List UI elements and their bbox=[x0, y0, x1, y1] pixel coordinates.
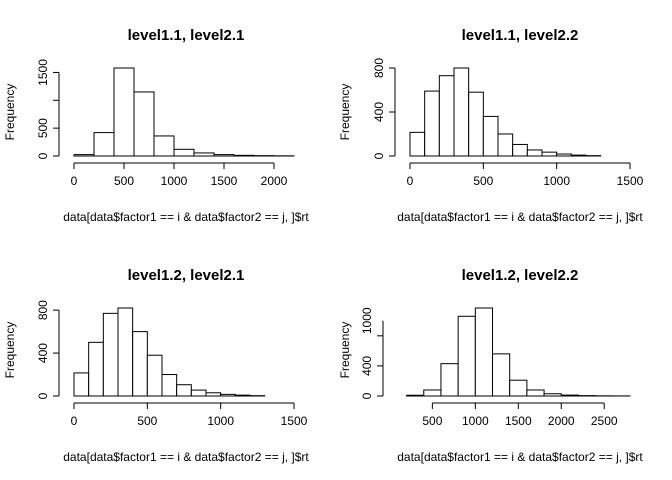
histogram-bar bbox=[205, 392, 222, 397]
y-tick-label: 500 bbox=[36, 118, 50, 138]
histogram-bar bbox=[73, 372, 90, 397]
histogram-bar bbox=[457, 315, 476, 397]
x-tick-label: 1000 bbox=[207, 414, 234, 428]
x-axis-label: data[data$factor1 == i & data$factor2 ==… bbox=[397, 450, 643, 464]
panel-title: level1.2, level2.2 bbox=[462, 267, 579, 284]
y-tick-label: 800 bbox=[372, 58, 386, 78]
histogram-bar bbox=[133, 91, 155, 157]
histogram-bar bbox=[213, 154, 235, 157]
x-axis-label: data[data$factor1 == i & data$factor2 ==… bbox=[63, 450, 309, 464]
histogram-bar bbox=[88, 341, 104, 397]
histogram-bar bbox=[406, 394, 425, 397]
histogram-bar bbox=[173, 148, 195, 157]
x-tick-label: 0 bbox=[71, 174, 78, 188]
histogram-bar bbox=[526, 149, 543, 157]
histogram-bar bbox=[146, 354, 163, 397]
histogram-bar bbox=[556, 153, 572, 157]
histogram-bar bbox=[409, 131, 426, 157]
x-tick-label: 0 bbox=[407, 174, 414, 188]
histogram-bar bbox=[543, 393, 562, 397]
x-axis-label: data[data$factor1 == i & data$factor2 ==… bbox=[397, 210, 643, 224]
histogram-bar bbox=[570, 154, 587, 157]
histogram-bar bbox=[73, 154, 95, 157]
histogram-panel-3: level1.2, level2.1 0 500 1000 1500 0 400 800 dat… bbox=[3, 267, 309, 464]
histogram-bar bbox=[440, 363, 459, 397]
x-tick-label: 500 bbox=[422, 414, 442, 428]
x-tick-label: 500 bbox=[137, 414, 157, 428]
y-axis-label: Frequency bbox=[338, 322, 352, 379]
histogram-bar bbox=[153, 135, 175, 157]
histogram-bar bbox=[468, 91, 484, 157]
panel-title: level1.1, level2.1 bbox=[128, 27, 245, 44]
histogram-bar bbox=[117, 307, 134, 397]
histogram-bar bbox=[560, 394, 579, 397]
histogram-bar bbox=[176, 384, 192, 397]
x-tick-label: 500 bbox=[114, 174, 134, 188]
x-tick-label: 2000 bbox=[548, 414, 575, 428]
histogram-bar bbox=[193, 152, 215, 157]
x-tick-label: 1000 bbox=[543, 174, 570, 188]
panel-title: level1.1, level2.2 bbox=[462, 27, 579, 44]
y-tick-label: 0 bbox=[372, 152, 386, 159]
histogram-bar bbox=[423, 389, 442, 397]
x-tick-label: 1000 bbox=[462, 414, 489, 428]
histogram-bar bbox=[113, 67, 135, 157]
histogram-panel-1: level1.1, level2.1 0 500 1000 1500 2000 0 500 15… bbox=[3, 27, 309, 224]
x-tick-label: 1500 bbox=[281, 414, 308, 428]
histogram-bar bbox=[474, 307, 494, 397]
x-tick-label: 2000 bbox=[261, 174, 288, 188]
y-tick-label: 400 bbox=[36, 343, 50, 363]
y-tick-label: 1000 bbox=[360, 307, 374, 334]
x-tick-label: 500 bbox=[473, 174, 493, 188]
histogram-bar bbox=[102, 312, 119, 397]
y-tick-label: 0 bbox=[36, 392, 50, 399]
y-tick-label: 800 bbox=[36, 300, 50, 320]
histogram-bar bbox=[497, 133, 514, 157]
y-axis-label: Frequency bbox=[3, 84, 17, 141]
histogram-bar bbox=[438, 75, 455, 157]
x-tick-label: 1500 bbox=[617, 174, 644, 188]
histogram-bar bbox=[93, 132, 115, 157]
histogram-bar bbox=[526, 389, 545, 397]
y-axis-label: Frequency bbox=[338, 84, 352, 141]
histogram-bar bbox=[190, 389, 207, 397]
histogram-panel-2: level1.1, level2.2 0 500 1000 1500 0 400 800 dat… bbox=[338, 27, 644, 224]
histogram-bar bbox=[541, 151, 558, 157]
x-axis-label: data[data$factor1 == i & data$factor2 ==… bbox=[63, 210, 309, 224]
x-tick-label: 1500 bbox=[505, 414, 532, 428]
histogram-bar bbox=[234, 394, 251, 397]
histogram-bar bbox=[220, 393, 236, 397]
histogram-bar bbox=[424, 90, 440, 157]
histogram-bar bbox=[453, 67, 470, 157]
y-tick-label: 0 bbox=[360, 392, 374, 399]
histogram-bar bbox=[492, 353, 511, 397]
x-tick-label: 2500 bbox=[591, 414, 618, 428]
histogram-bar bbox=[161, 374, 178, 397]
histogram-bar bbox=[509, 379, 528, 397]
x-tick-label: 0 bbox=[71, 414, 78, 428]
histogram-panel-4: level1.2, level2.2 500 1000 1500 2000 2500 0 40… bbox=[338, 267, 643, 464]
y-tick-label: 1500 bbox=[36, 59, 50, 86]
y-tick-label: 400 bbox=[372, 102, 386, 122]
x-tick-label: 1000 bbox=[161, 174, 188, 188]
histogram-bar bbox=[482, 115, 499, 157]
x-tick-label: 1500 bbox=[211, 174, 238, 188]
y-tick-label: 0 bbox=[36, 152, 50, 159]
histogram-bar bbox=[233, 154, 255, 157]
y-axis-label: Frequency bbox=[3, 322, 17, 379]
histogram-bar bbox=[512, 143, 528, 157]
panel-title: level1.2, level2.1 bbox=[128, 267, 245, 284]
histogram-bar bbox=[132, 331, 148, 397]
y-tick-label: 400 bbox=[360, 356, 374, 376]
